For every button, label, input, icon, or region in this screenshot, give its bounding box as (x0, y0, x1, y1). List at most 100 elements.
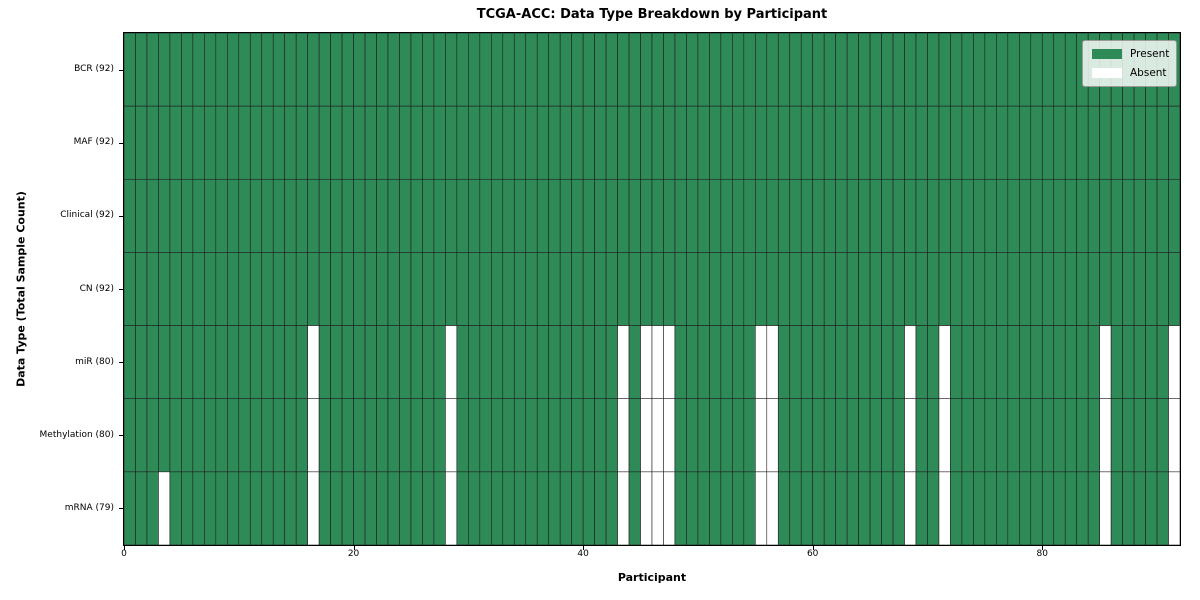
heatmap-cell (318, 33, 331, 107)
heatmap-cell (915, 252, 928, 326)
heatmap-cell (525, 105, 538, 180)
legend-absent-label: Absent (1130, 67, 1167, 79)
heatmap-cell (961, 398, 974, 473)
heatmap-cell (904, 178, 917, 253)
heatmap-cell (1099, 471, 1112, 545)
heatmap-cell (571, 325, 584, 400)
heatmap-cell (204, 471, 217, 545)
heatmap-cell (399, 325, 412, 400)
heatmap-cell (777, 325, 791, 400)
heatmap-cell (410, 252, 423, 326)
heatmap-cell (456, 178, 469, 253)
heatmap-cell (559, 398, 572, 473)
heatmap-cell (1064, 105, 1077, 180)
heatmap-cell (950, 33, 963, 107)
heatmap-cell (536, 252, 549, 326)
heatmap-cell (996, 252, 1009, 326)
heatmap-cell (720, 33, 733, 107)
heatmap-cell (732, 105, 745, 180)
heatmap-cell (479, 471, 492, 545)
heatmap-cell (709, 398, 722, 473)
heatmap-cell (536, 33, 549, 107)
heatmap-svg (124, 33, 1180, 545)
heatmap-cell (158, 178, 171, 253)
heatmap-cell (124, 252, 136, 326)
heatmap-cell (513, 105, 527, 180)
heatmap-cell (353, 178, 366, 253)
heatmap-cell (445, 105, 458, 180)
heatmap-cell (284, 398, 297, 473)
heatmap-cell (387, 105, 400, 180)
heatmap-cell (1007, 105, 1020, 180)
heatmap-cell (169, 252, 182, 326)
heatmap-cell (1076, 105, 1089, 180)
heatmap-cell (697, 325, 710, 400)
heatmap-cell (846, 33, 859, 107)
heatmap-cell (640, 252, 653, 326)
heatmap-cell (950, 398, 963, 473)
heatmap-cell (376, 325, 389, 400)
heatmap-cell (938, 398, 951, 473)
heatmap-cell (422, 252, 435, 326)
heatmap-cell (973, 325, 986, 400)
heatmap-cell (468, 252, 481, 326)
heatmap-cell (204, 33, 217, 107)
x-tick-label: 20 (347, 549, 360, 559)
heatmap-cell (1133, 398, 1146, 473)
heatmap-cell (984, 33, 997, 107)
heatmap-cell (1064, 252, 1077, 326)
heatmap-cell (904, 33, 917, 107)
heatmap-cell (249, 252, 263, 326)
heatmap-cell (1133, 178, 1146, 253)
heatmap-cell (732, 471, 745, 545)
heatmap-cell (1133, 105, 1146, 180)
heatmap-cell (238, 471, 251, 545)
heatmap-cell (1053, 471, 1066, 545)
heatmap-cell (295, 325, 308, 400)
heatmap-cell (227, 398, 240, 473)
heatmap-cell (261, 325, 274, 400)
heatmap-cell (227, 178, 240, 253)
y-tick-label: miR (80) (75, 356, 114, 367)
heatmap-cell (973, 33, 986, 107)
heatmap-cell (307, 178, 320, 253)
heatmap-cell (846, 325, 859, 400)
heatmap-cell (617, 471, 630, 545)
heatmap-cell (146, 398, 159, 473)
heatmap-cell (582, 325, 595, 400)
legend-absent-swatch (1092, 68, 1122, 78)
heatmap-cell (823, 252, 836, 326)
y-tick-mark (119, 508, 123, 510)
heatmap-cell (433, 105, 446, 180)
heatmap-cell (318, 398, 331, 473)
heatmap-cell (938, 105, 951, 180)
heatmap-cell (192, 178, 205, 253)
heatmap-cell (124, 471, 136, 545)
heatmap-cell (996, 105, 1009, 180)
heatmap-cell (766, 325, 779, 400)
heatmap-cell (617, 105, 630, 180)
heatmap-cell (410, 105, 423, 180)
heatmap-cell (640, 325, 653, 400)
heatmap-cell (674, 33, 687, 107)
heatmap-cell (181, 398, 194, 473)
heatmap-cell (628, 178, 641, 253)
heatmap-cell (387, 325, 400, 400)
heatmap-cell (617, 252, 630, 326)
heatmap-cell (238, 325, 251, 400)
legend-entry-present: Present (1092, 48, 1169, 60)
heatmap-cell (571, 252, 584, 326)
heatmap-cell (422, 178, 435, 253)
heatmap-cell (1156, 471, 1169, 545)
heatmap-cell (491, 398, 504, 473)
heatmap-cell (353, 33, 366, 107)
heatmap-cell (1053, 252, 1066, 326)
heatmap-cell (1041, 325, 1055, 400)
heatmap-cell (617, 325, 630, 400)
heatmap-cell (904, 325, 917, 400)
heatmap-cell (399, 398, 412, 473)
y-tick-label: BCR (92) (74, 64, 114, 75)
heatmap-cell (835, 398, 848, 473)
heatmap-cell (571, 398, 584, 473)
heatmap-cell (422, 105, 435, 180)
